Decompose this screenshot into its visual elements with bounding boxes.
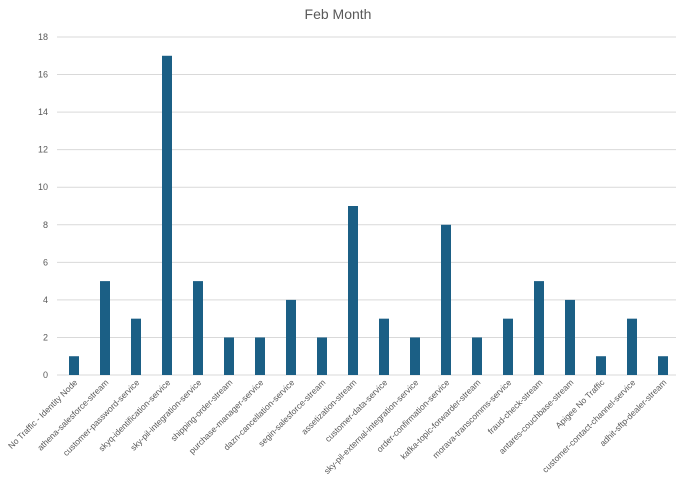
bar	[348, 206, 358, 375]
bars	[69, 55, 668, 376]
bar	[441, 224, 451, 375]
x-category-label: assetization-stream	[299, 377, 358, 436]
bar	[472, 337, 482, 375]
bar	[162, 55, 172, 376]
bar	[286, 299, 296, 375]
bar	[596, 356, 606, 375]
bar	[224, 337, 234, 375]
y-tick-label: 12	[38, 145, 48, 155]
bar	[255, 337, 265, 375]
x-axis-labels: No Traffic - Identity Nodeathena-salesfo…	[6, 377, 668, 476]
bar	[193, 281, 203, 375]
y-tick-label: 6	[43, 257, 48, 267]
x-category-label: fraud-check-stream	[486, 377, 545, 436]
gridlines	[57, 36, 676, 376]
bar	[658, 356, 668, 375]
y-axis-ticks: 0 2 4 6 8 10 12 14 16 18	[38, 32, 48, 380]
bar	[534, 281, 544, 375]
bar	[379, 318, 389, 375]
y-tick-label: 8	[43, 220, 48, 230]
y-tick-label: 4	[43, 295, 48, 305]
y-tick-label: 16	[38, 70, 48, 80]
bar	[410, 337, 420, 375]
y-tick-label: 10	[38, 182, 48, 192]
bar	[503, 318, 513, 375]
y-tick-label: 18	[38, 32, 48, 42]
bar	[565, 299, 575, 375]
y-tick-label: 2	[43, 332, 48, 342]
y-tick-label: 14	[38, 107, 48, 117]
bar	[627, 318, 637, 375]
bar	[100, 281, 110, 375]
bar	[131, 318, 141, 375]
bar	[317, 337, 327, 375]
chart-title: Feb Month	[304, 6, 372, 22]
bar	[69, 356, 79, 375]
y-tick-label: 0	[43, 370, 48, 380]
